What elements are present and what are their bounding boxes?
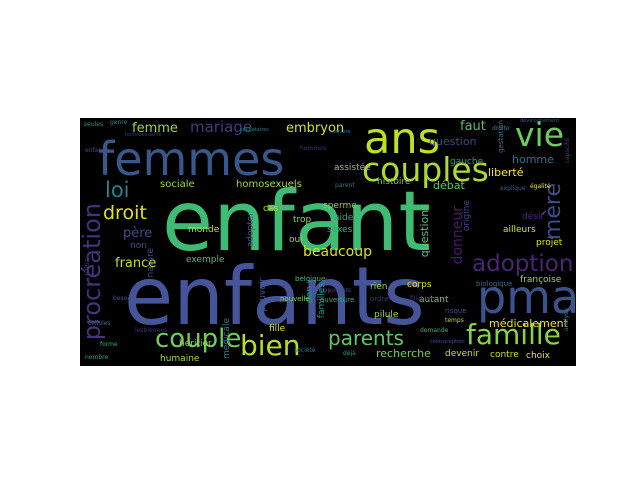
word-femmes: femmes xyxy=(98,132,285,186)
word-homme: homme xyxy=(512,153,554,166)
word-sperme: sperme xyxy=(323,201,357,211)
word-capacite: capacité xyxy=(564,138,571,164)
word-desir: désir xyxy=(522,212,545,222)
word-pouvoir: pouvoir xyxy=(258,278,268,312)
word-fille: fille xyxy=(269,324,286,334)
word-medicale: médicale xyxy=(222,318,232,360)
word-enfant: enfant xyxy=(162,173,431,270)
word-france: france xyxy=(115,256,157,271)
word-filiation: filiation xyxy=(410,295,433,302)
word-medicalement: médicalement xyxy=(489,317,568,330)
word-couples: couples xyxy=(362,150,489,189)
word-choix: choix xyxy=(526,351,550,361)
word-besoin: besoin xyxy=(113,295,133,302)
word-cellules: cellules xyxy=(88,320,111,327)
word-explique: explique xyxy=(500,185,526,192)
word-pilule: pilule xyxy=(374,310,399,320)
word-contraception: contraception xyxy=(430,339,465,345)
word-celibataires: célibataires xyxy=(240,127,269,133)
word-lesbiennes: lesbiennes xyxy=(135,327,168,334)
word-ans: ans xyxy=(364,118,441,164)
word-corps: corps xyxy=(407,280,432,290)
word-risque: risque xyxy=(445,307,467,315)
word-cloud: enfant enfants femmes ans couples pma vi… xyxy=(80,118,576,366)
word-question: question xyxy=(429,135,477,148)
word-demande: demande xyxy=(420,327,449,334)
word-embryon: embryon xyxy=(286,121,345,136)
word-recherche: recherche xyxy=(376,347,431,360)
word-analyse: analyse xyxy=(563,308,570,332)
word-pma: pma xyxy=(477,270,576,324)
word-deja: déjà xyxy=(343,350,356,357)
word-contre: contre xyxy=(490,350,519,360)
word-non: non xyxy=(130,241,147,251)
word-egalite: égalité xyxy=(530,183,551,190)
word-hommes: hommes xyxy=(300,145,326,152)
word-parent: parent xyxy=(335,182,355,189)
word-humaine: humaine xyxy=(160,354,200,364)
word-biologique: biologique xyxy=(476,280,513,288)
word-assistee: assistée xyxy=(334,163,371,173)
word-vie: vie xyxy=(515,118,565,154)
word-naitre: naître xyxy=(84,258,91,276)
word-belgique: belgique xyxy=(295,275,326,283)
word-heritier: héritier xyxy=(179,339,212,349)
word-sexes: sexes xyxy=(327,225,353,235)
word-forme: forme xyxy=(100,341,118,348)
word-faut: faut xyxy=(460,119,486,134)
word-gauche: gauche xyxy=(450,157,484,167)
word-developpement: développement xyxy=(520,118,560,124)
word-homosexuels: homosexuels xyxy=(236,179,302,190)
word-autant: autant xyxy=(419,295,449,305)
word-sociale: sociale xyxy=(160,179,195,190)
word-francoise: françoise xyxy=(520,275,562,285)
word-femme: femme xyxy=(132,121,178,136)
word-nature: nature xyxy=(146,248,156,278)
word-trop: trop xyxy=(293,215,312,225)
word-ailleurs: ailleurs xyxy=(503,225,536,235)
word-droite: droite xyxy=(492,125,510,132)
word-histoire: histoire xyxy=(377,177,411,187)
word-genre: genre xyxy=(110,119,128,126)
word-exemple: exemple xyxy=(186,255,225,265)
word-mere: mère xyxy=(541,183,566,241)
word-maniere: manière xyxy=(330,129,351,135)
word-monde: monde xyxy=(188,225,220,235)
word-pere: père xyxy=(123,226,153,241)
word-adoption: adoption xyxy=(472,251,574,277)
word-liberte: liberté xyxy=(488,166,524,179)
word-beaucoup: beaucoup xyxy=(303,244,372,260)
word-ordre: ordre xyxy=(370,295,389,303)
word-cas: cas xyxy=(263,204,279,214)
word-societe: société xyxy=(294,347,316,354)
word-famille: famille xyxy=(466,318,561,351)
word-enfants: enfants xyxy=(124,250,425,343)
word-opposants: opposants xyxy=(320,287,352,294)
word-enfance: enfance xyxy=(85,147,110,154)
word-questions: questions xyxy=(418,204,431,258)
word-rien: rien xyxy=(370,282,388,292)
word-nombre: nombre xyxy=(85,354,109,361)
word-ouverture: ouverture xyxy=(320,296,355,304)
word-debat: débat xyxy=(433,179,465,192)
word-projet: projet xyxy=(536,238,563,248)
word-oui: oui xyxy=(289,235,303,245)
word-nouvelle: nouvelle xyxy=(280,295,310,303)
word-origine: origine xyxy=(462,200,472,232)
word-droit: droit xyxy=(103,202,147,224)
word-loi: loi xyxy=(105,178,130,202)
word-seules: seules xyxy=(84,121,104,128)
word-parents: parents xyxy=(328,326,404,350)
word-temps: temps xyxy=(445,317,464,324)
word-couple: couple xyxy=(155,324,242,354)
word-bien: bien xyxy=(240,329,301,362)
word-devenir: devenir xyxy=(445,349,480,359)
word-adopter: adopter xyxy=(246,212,256,248)
word-mariage: mariage xyxy=(190,118,253,136)
word-homosexualite: homosexualité xyxy=(125,132,162,138)
word-aide: aide xyxy=(334,213,354,223)
